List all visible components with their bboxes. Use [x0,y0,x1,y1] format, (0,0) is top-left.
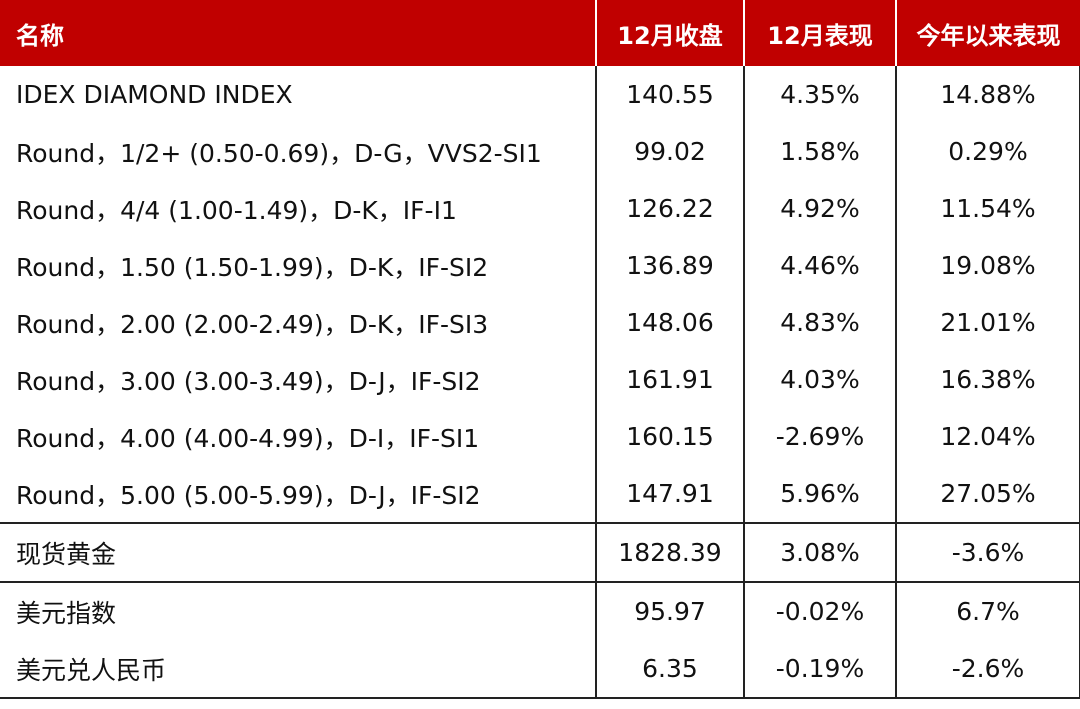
cell-month: 3.08% [744,522,897,582]
cell-close: 140.55 [596,66,745,123]
cell-name: IDEX DIAMOND INDEX [0,66,597,123]
cell-close: 6.35 [596,640,745,699]
cell-name: Round，2.00 (2.00-2.49)，D-K，IF-SI3 [0,294,597,351]
cell-ytd: 0.29% [896,123,1080,180]
table-row: Round，4.00 (4.00-4.99)，D-I，IF-SI1 160.15… [0,408,1080,465]
table-row: Round，3.00 (3.00-3.49)，D-J，IF-SI2 161.91… [0,351,1080,408]
table-header-row: 名称 12月收盘 12月表现 今年以来表现 [0,0,1080,66]
cell-name: Round，5.00 (5.00-5.99)，D-J，IF-SI2 [0,465,597,523]
cell-ytd: 6.7% [896,581,1080,640]
cell-ytd: 21.01% [896,294,1080,351]
cell-ytd: 27.05% [896,465,1080,523]
header-december-close: 12月收盘 [596,0,745,66]
cell-name: Round，1/2+ (0.50-0.69)，D-G，VVS2-SI1 [0,123,597,180]
cell-month: -2.69% [744,408,897,465]
cell-month: -0.02% [744,581,897,640]
cell-close: 99.02 [596,123,745,180]
cell-month: 4.35% [744,66,897,123]
cell-close: 148.06 [596,294,745,351]
cell-ytd: 14.88% [896,66,1080,123]
table-row: 美元指数 95.97 -0.02% 6.7% [0,581,1080,640]
cell-month: 4.03% [744,351,897,408]
table-row: Round，2.00 (2.00-2.49)，D-K，IF-SI3 148.06… [0,294,1080,351]
cell-name: 美元兑人民币 [0,640,597,699]
cell-name: 美元指数 [0,581,597,640]
cell-ytd: 19.08% [896,237,1080,294]
cell-close: 161.91 [596,351,745,408]
header-december-performance: 12月表现 [744,0,897,66]
cell-ytd: -3.6% [896,522,1080,582]
cell-month: -0.19% [744,640,897,699]
cell-month: 4.46% [744,237,897,294]
cell-close: 126.22 [596,180,745,237]
table-row: 现货黄金 1828.39 3.08% -3.6% [0,522,1080,582]
cell-close: 95.97 [596,581,745,640]
table-row: 美元兑人民币 6.35 -0.19% -2.6% [0,640,1080,699]
cell-month: 4.92% [744,180,897,237]
cell-close: 136.89 [596,237,745,294]
table-row: Round，4/4 (1.00-1.49)，D-K，IF-I1 126.22 4… [0,180,1080,237]
cell-month: 1.58% [744,123,897,180]
cell-name: Round，4.00 (4.00-4.99)，D-I，IF-SI1 [0,408,597,465]
cell-ytd: 12.04% [896,408,1080,465]
cell-name: 现货黄金 [0,522,597,582]
cell-ytd: -2.6% [896,640,1080,699]
cell-close: 160.15 [596,408,745,465]
cell-month: 4.83% [744,294,897,351]
table-row: Round，1/2+ (0.50-0.69)，D-G，VVS2-SI1 99.0… [0,123,1080,180]
header-name: 名称 [0,0,597,66]
cell-name: Round，4/4 (1.00-1.49)，D-K，IF-I1 [0,180,597,237]
cell-name: Round，3.00 (3.00-3.49)，D-J，IF-SI2 [0,351,597,408]
cell-close: 147.91 [596,465,745,523]
cell-name: Round，1.50 (1.50-1.99)，D-K，IF-SI2 [0,237,597,294]
table-row: Round，1.50 (1.50-1.99)，D-K，IF-SI2 136.89… [0,237,1080,294]
table-row: IDEX DIAMOND INDEX 140.55 4.35% 14.88% [0,66,1080,123]
header-ytd-performance: 今年以来表现 [916,21,1061,50]
cell-ytd: 11.54% [896,180,1080,237]
cell-month: 5.96% [744,465,897,523]
cell-ytd: 16.38% [896,351,1080,408]
table-row: Round，5.00 (5.00-5.99)，D-J，IF-SI2 147.91… [0,465,1080,523]
cell-close: 1828.39 [596,522,745,582]
